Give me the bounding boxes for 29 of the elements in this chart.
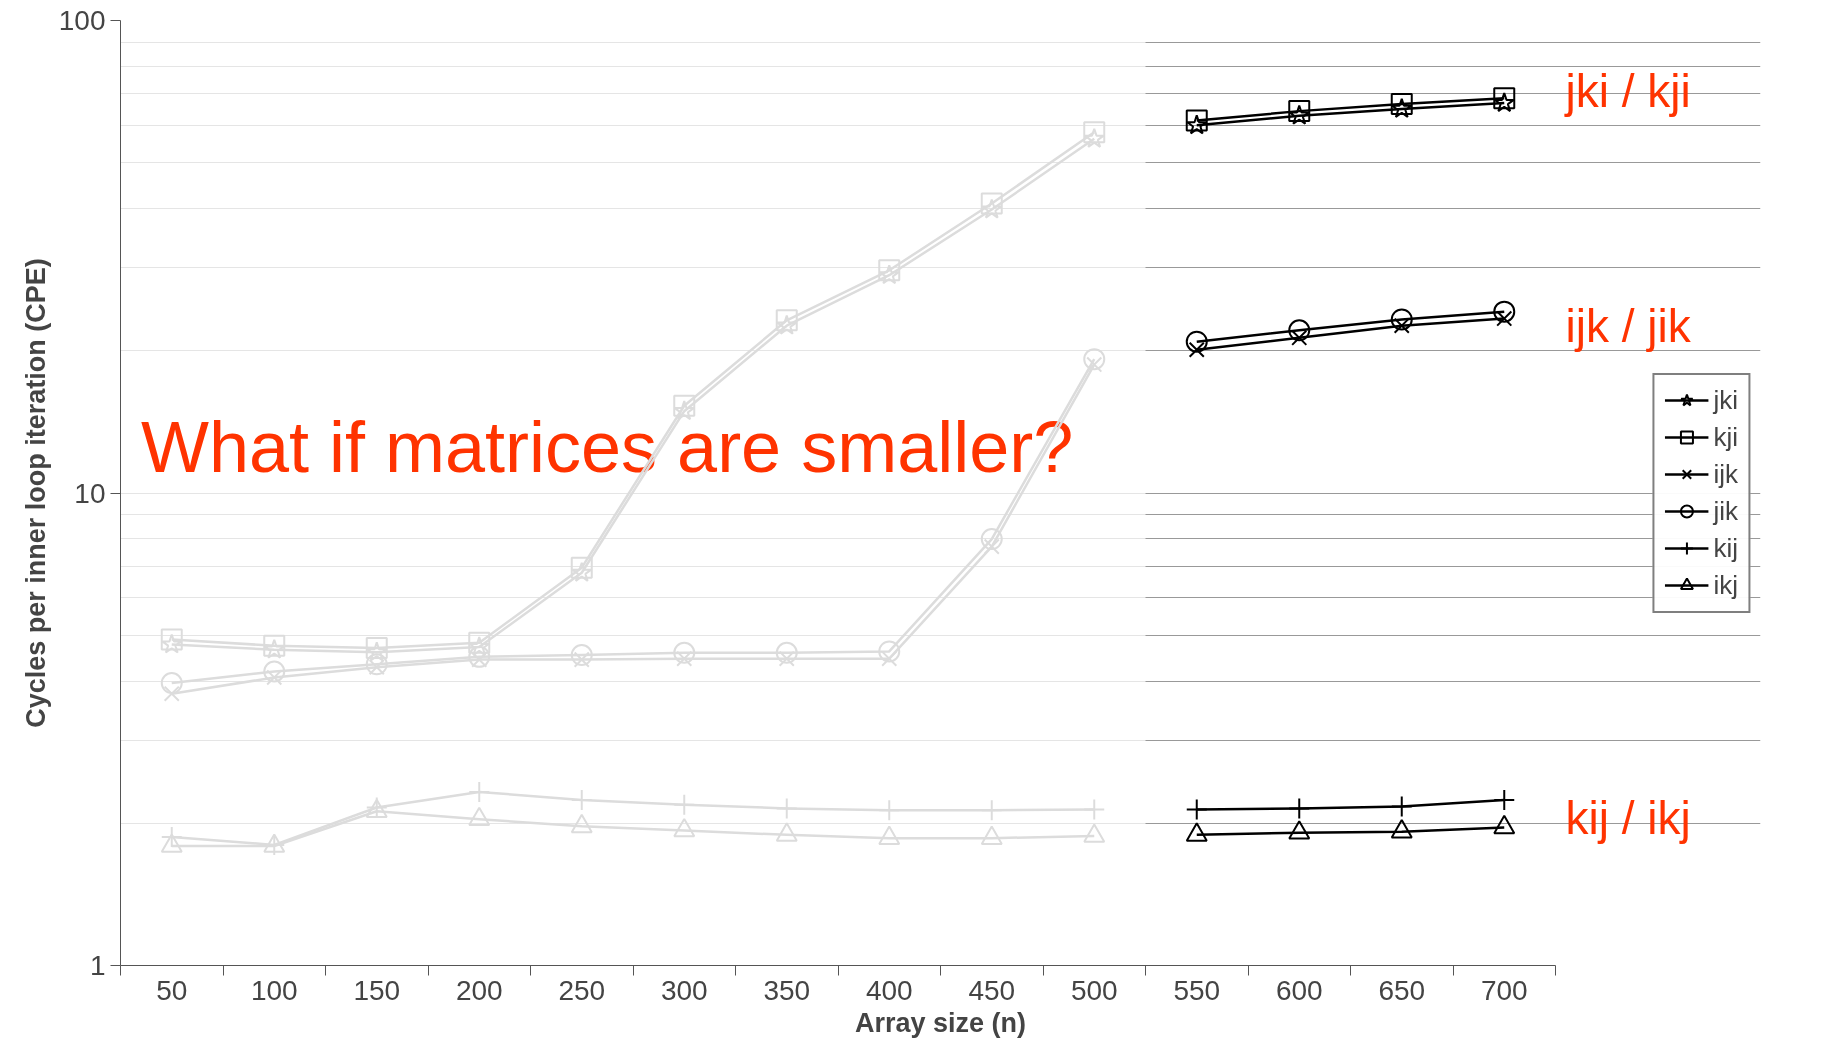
annotation: ijk / jik <box>1565 299 1692 352</box>
legend-label: jik <box>1713 495 1738 527</box>
x-tick-label: 450 <box>968 974 1016 1006</box>
x-tick-label: 50 <box>156 974 188 1006</box>
y-tick-label: 100 <box>58 5 106 36</box>
x-tick-label: 550 <box>1173 974 1221 1006</box>
legend-label: kij <box>1713 532 1738 564</box>
annotation: jki / kji <box>1563 65 1691 118</box>
x-tick-label: 150 <box>353 974 401 1006</box>
x-tick-label: 600 <box>1275 974 1323 1006</box>
legend-label: ijk <box>1713 458 1738 490</box>
legend-label: jki <box>1713 384 1738 416</box>
y-tick-label: 10 <box>74 477 106 509</box>
x-tick-label: 350 <box>763 974 811 1006</box>
annotation: What if matrices are smaller? <box>141 407 1074 488</box>
x-tick-label: 100 <box>250 974 298 1006</box>
x-axis-title: Array size (n) <box>854 1007 1027 1038</box>
x-tick-label: 650 <box>1378 974 1426 1006</box>
annotation: kij / ikj <box>1565 792 1691 845</box>
x-tick-label: 500 <box>1070 974 1118 1006</box>
x-tick-label: 200 <box>455 974 503 1006</box>
y-tick-label: 1 <box>89 950 106 981</box>
x-tick-label: 300 <box>660 974 708 1006</box>
legend-label: kji <box>1713 421 1738 453</box>
x-tick-label: 400 <box>865 974 913 1006</box>
y-axis-title: Cycles per inner loop iteration (CPE) <box>20 258 51 728</box>
x-tick-label: 250 <box>558 974 606 1006</box>
x-tick-label: 700 <box>1480 974 1528 1006</box>
legend-label: ikj <box>1713 569 1738 601</box>
